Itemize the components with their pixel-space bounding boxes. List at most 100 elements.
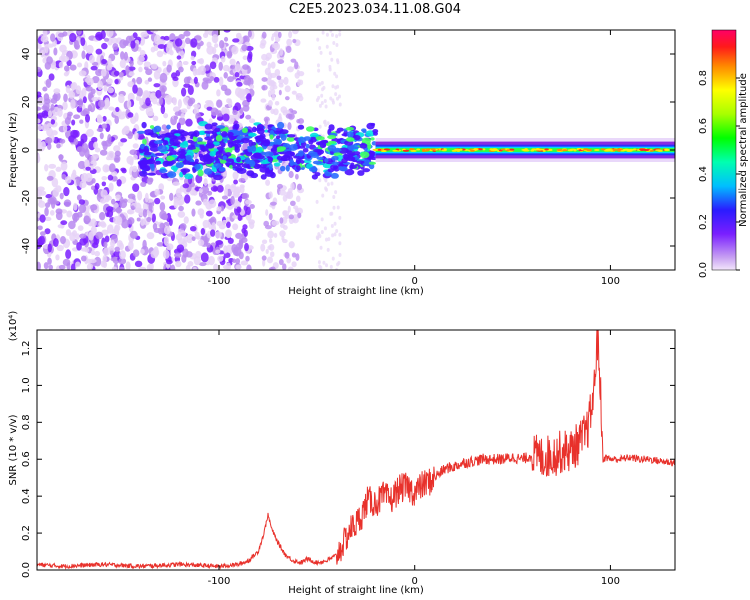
heatmap-cell	[402, 149, 410, 152]
heatmap-cell	[86, 128, 94, 138]
heatmap-cell	[372, 129, 379, 134]
heatmap-cell	[298, 70, 305, 77]
heatmap-cell	[123, 51, 129, 61]
heatmap-cell	[111, 175, 118, 182]
heatmap-cell	[360, 151, 370, 159]
heatmap-cell	[137, 190, 143, 201]
heatmap-cell	[84, 114, 90, 123]
heatmap-cell	[197, 239, 205, 247]
heatmap-cell	[345, 126, 355, 131]
heatmap-cell	[326, 121, 330, 126]
heatmap-cell	[344, 169, 355, 176]
heatmap-cell	[245, 45, 254, 52]
heatmap-cell	[192, 191, 198, 196]
heatmap-cell	[216, 146, 224, 152]
heatmap-cell	[213, 174, 223, 181]
heatmap-cell	[293, 155, 300, 159]
heatmap-cell	[118, 257, 127, 265]
heatmap-cell	[119, 59, 126, 69]
heatmap-cell	[76, 176, 81, 187]
heatmap-cell	[49, 196, 57, 205]
heatmap-cell	[294, 208, 299, 214]
heatmap-cell	[113, 70, 120, 77]
heatmap-cell	[99, 149, 108, 156]
heatmap-cell	[70, 99, 76, 109]
heatmap-cell	[218, 61, 223, 71]
heatmap-cell	[223, 245, 228, 254]
heatmap-cell	[209, 151, 216, 157]
heatmap-cell	[211, 34, 219, 44]
heatmap-cell	[302, 148, 309, 153]
heatmap-cell	[130, 40, 136, 49]
heatmap-cell	[368, 161, 376, 165]
heatmap-cell	[291, 90, 297, 95]
heatmap-cell	[296, 165, 301, 171]
heatmap-cell	[261, 255, 267, 261]
heatmap-cell	[335, 34, 339, 39]
heatmap-cell	[172, 181, 180, 186]
heatmap-cell	[48, 163, 57, 169]
heatmap-cell	[180, 108, 188, 114]
heatmap-cell	[56, 143, 61, 149]
heatmap-cell	[256, 164, 262, 169]
heatmap-cell	[150, 30, 159, 33]
heatmap-cell	[183, 216, 189, 224]
heatmap-cell	[106, 224, 114, 234]
heatmap-cell	[315, 235, 319, 240]
heatmap-cell	[317, 260, 321, 265]
heatmap-cell	[142, 138, 147, 146]
heatmap-cell	[336, 84, 340, 89]
heatmap-cell	[213, 76, 220, 83]
heatmap-cell	[139, 248, 145, 254]
heatmap-cell	[370, 122, 376, 127]
heatmap-cell	[335, 267, 339, 270]
heatmap-cell	[244, 242, 249, 252]
snr-y-tick-label: 0.2	[21, 525, 32, 541]
heatmap-cell	[330, 32, 334, 37]
heatmap-cell	[115, 194, 121, 200]
heatmap-cell	[240, 260, 248, 266]
heatmap-x-tick-label: -100	[208, 276, 231, 287]
heatmap-cell	[328, 64, 332, 69]
heatmap-cell	[371, 141, 377, 146]
heatmap-cell	[271, 93, 276, 101]
heatmap-cell	[76, 30, 82, 35]
heatmap-cell	[332, 41, 336, 46]
heatmap-cell	[46, 175, 54, 181]
heatmap-cell	[132, 249, 140, 257]
heatmap-cell	[162, 60, 167, 67]
heatmap-cell	[305, 126, 315, 132]
heatmap-cell	[37, 96, 45, 106]
heatmap-cell	[231, 45, 239, 55]
heatmap-cell	[216, 99, 223, 108]
heatmap-cell	[282, 239, 288, 244]
heatmap-cell	[240, 185, 245, 194]
heatmap-cell	[317, 68, 321, 73]
heatmap-cell	[159, 72, 168, 83]
heatmap-cell	[225, 152, 232, 157]
heatmap-cell	[269, 201, 277, 206]
heatmap-cell	[101, 42, 108, 50]
heatmap-cell	[149, 125, 155, 129]
heatmap-cell	[416, 148, 421, 151]
heatmap-cell	[164, 94, 173, 103]
heatmap-cell	[230, 195, 235, 205]
heatmap-cell	[267, 156, 274, 163]
heatmap-cell	[267, 62, 272, 70]
heatmap-cell	[229, 212, 235, 222]
heatmap-cell	[276, 140, 282, 145]
heatmap-cell	[138, 266, 147, 270]
heatmap-cell	[79, 119, 84, 124]
heatmap-cell	[333, 221, 337, 226]
heatmap-cell	[238, 177, 246, 183]
heatmap-cell	[81, 50, 86, 60]
heatmap-cell	[225, 230, 232, 238]
heatmap-cell	[155, 160, 162, 165]
heatmap-cell	[73, 39, 80, 49]
heatmap-cell	[236, 81, 243, 87]
heatmap-cell	[241, 192, 250, 200]
heatmap-cell	[225, 221, 231, 229]
snr-y-multiplier: (x10⁴)	[8, 311, 19, 342]
heatmap-cell	[232, 214, 240, 219]
